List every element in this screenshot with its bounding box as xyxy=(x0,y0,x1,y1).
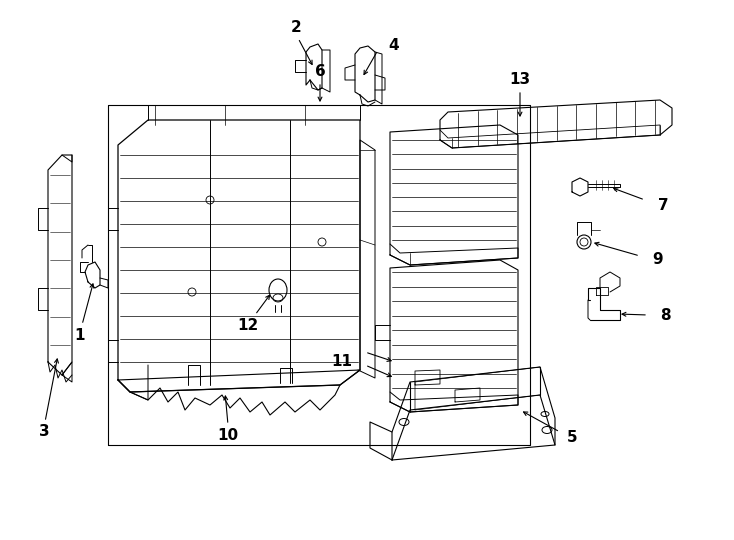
Text: 11: 11 xyxy=(331,354,352,369)
Text: 9: 9 xyxy=(652,253,663,267)
Text: 8: 8 xyxy=(660,308,671,323)
Text: 6: 6 xyxy=(315,64,325,79)
Text: 10: 10 xyxy=(217,428,239,442)
Text: 12: 12 xyxy=(237,318,258,333)
Text: 7: 7 xyxy=(658,198,669,213)
Text: 1: 1 xyxy=(75,327,85,342)
Text: 13: 13 xyxy=(509,72,531,87)
Text: 4: 4 xyxy=(388,38,399,53)
Text: 2: 2 xyxy=(291,21,302,36)
Text: 3: 3 xyxy=(39,424,49,440)
Text: 5: 5 xyxy=(567,430,578,445)
